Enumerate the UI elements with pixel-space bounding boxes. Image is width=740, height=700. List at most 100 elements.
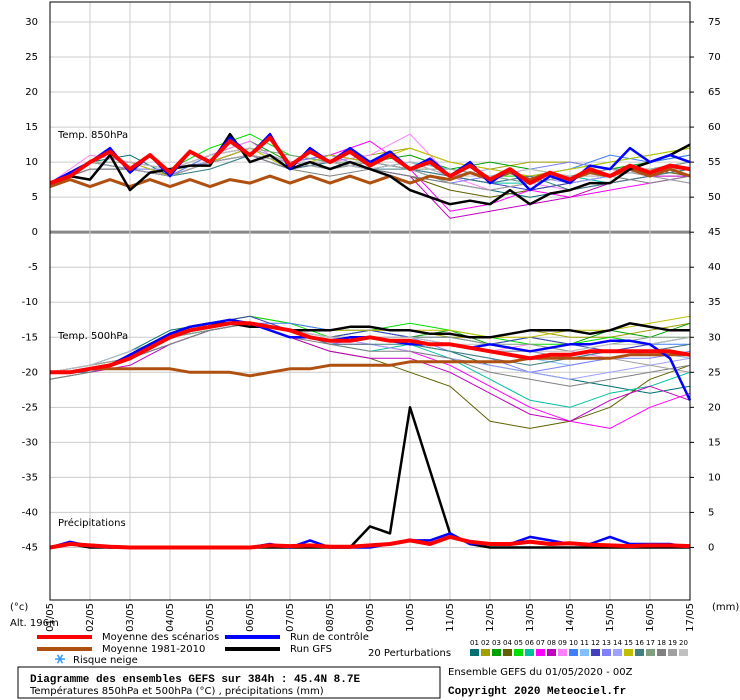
panel-label: Temp. 500hPa	[57, 331, 128, 342]
perturbation-swatch	[525, 649, 534, 656]
y-tick-label: -30	[22, 437, 38, 448]
y-tick-label: -20	[22, 367, 38, 378]
snow-label: Risque neige	[73, 655, 138, 666]
perturbation-swatch	[547, 649, 556, 656]
perturbation-label: 20 Perturbations	[368, 648, 451, 659]
x-tick-label: 07/05	[285, 603, 296, 632]
y2-tick-label: 35	[708, 297, 721, 308]
title-box	[17, 666, 441, 699]
y2-tick-label: 65	[708, 87, 721, 98]
x-tick-label: 16/05	[645, 603, 656, 632]
snow-icon	[55, 654, 65, 664]
lines	[49, 132, 692, 550]
perturbation-swatch	[558, 649, 567, 656]
y2-tick-label: 5	[708, 507, 714, 518]
perturbation-name: 01	[470, 639, 479, 647]
perturbation-name: 16	[635, 639, 644, 647]
y2-tick-label: 10	[708, 472, 721, 483]
y2-tick-label: 30	[708, 332, 721, 343]
perturbation-line	[50, 322, 691, 422]
perturbation-swatch	[646, 649, 655, 656]
perturbation-name: 09	[558, 639, 567, 647]
series-line	[49, 132, 691, 206]
x-tick-label: 09/05	[365, 603, 376, 632]
x-tick-label: 02/05	[85, 603, 96, 632]
perturbation-swatch	[624, 649, 633, 656]
x-tick-label: 04/05	[165, 603, 176, 632]
y-tick-label: 20	[25, 87, 38, 98]
perturbation-name: 19	[668, 639, 677, 647]
perturbation-name: 06	[525, 639, 534, 647]
y2-tick-label: 20	[708, 402, 721, 413]
run-label: Ensemble GEFS du 01/05/2020 - 00Z	[448, 667, 633, 678]
perturbation-name: 17	[646, 639, 655, 647]
x-tick-label: 05/05	[205, 603, 216, 632]
y-unit: (°c)	[10, 602, 28, 613]
y2-tick-label: 55	[708, 157, 721, 168]
y-tick-label: -35	[22, 472, 38, 483]
perturbation-swatch	[470, 649, 479, 656]
y-tick-label: -5	[28, 262, 38, 273]
y2-tick-label: 40	[708, 262, 721, 273]
y2-tick-label: 15	[708, 437, 721, 448]
altitude: Alt. 196m	[10, 618, 59, 629]
series-line	[50, 353, 690, 378]
x-tick-label: 14/05	[565, 603, 576, 632]
y-tick-label: 10	[25, 157, 38, 168]
perturbation-name: 05	[514, 639, 523, 647]
x-tick-label: 12/05	[485, 603, 496, 632]
perturbation-swatch	[569, 649, 578, 656]
perturbation-name: 12	[591, 639, 600, 647]
y-tick-label: 30	[25, 17, 38, 28]
perturbation-name: 10	[569, 639, 578, 647]
perturbation-swatch	[657, 649, 666, 656]
perturbation-name: 07	[536, 639, 545, 647]
x-tick-label: 17/05	[685, 603, 696, 632]
y2-tick-label: 45	[708, 227, 721, 238]
x-tick-label: 01/05	[45, 603, 56, 632]
y-tick-label: -10	[22, 297, 38, 308]
perturbation-swatch	[635, 649, 644, 656]
perturbation-name: 03	[492, 639, 501, 647]
y2-tick-label: 75	[708, 17, 721, 28]
panel-label: Temp. 850hPa	[57, 130, 128, 141]
perturbation-swatch	[591, 649, 600, 656]
perturbation-line	[49, 322, 691, 387]
series-line	[50, 321, 691, 375]
x-tick-label: 11/05	[445, 603, 456, 632]
y2-tick-label: 60	[708, 122, 721, 133]
plot-frame	[49, 1, 691, 601]
copyright: Copyright 2020 Meteociel.fr	[448, 686, 626, 698]
perturbation-swatch	[514, 649, 523, 656]
y2-tick-label: 0	[708, 542, 714, 553]
perturbation-swatch	[668, 649, 677, 656]
y-tick-label: 5	[32, 192, 38, 203]
perturbation-name: 04	[503, 639, 512, 647]
perturbation-name: 20	[679, 639, 688, 647]
y-tick-label: -40	[22, 507, 38, 518]
perturbation-swatch	[481, 649, 490, 656]
perturbation-swatch	[580, 649, 589, 656]
y-tick-label: -25	[22, 402, 38, 413]
x-tick-label: 03/05	[125, 603, 136, 632]
perturbation-name: 15	[624, 639, 633, 647]
panel-label: Précipitations	[58, 517, 126, 529]
legend-label: Run GFS	[290, 644, 332, 655]
y2-unit: (mm)	[712, 602, 739, 613]
x-tick-label: 08/05	[325, 603, 336, 632]
series-line	[49, 167, 691, 189]
y2-tick-label: 50	[708, 192, 721, 203]
x-tick-label: 15/05	[605, 603, 616, 632]
chart-title: Diagramme des ensembles GEFS sur 384h : …	[30, 674, 360, 686]
perturbation-name: 08	[547, 639, 556, 647]
perturbation-name: 02	[481, 639, 490, 647]
y-tick-label: 25	[25, 52, 38, 63]
perturbation-swatch	[602, 649, 611, 656]
perturbation-swatch	[492, 649, 501, 656]
y-tick-label: -15	[22, 332, 38, 343]
y-tick-label: 0	[32, 227, 38, 238]
x-tick-label: 10/05	[405, 603, 416, 632]
